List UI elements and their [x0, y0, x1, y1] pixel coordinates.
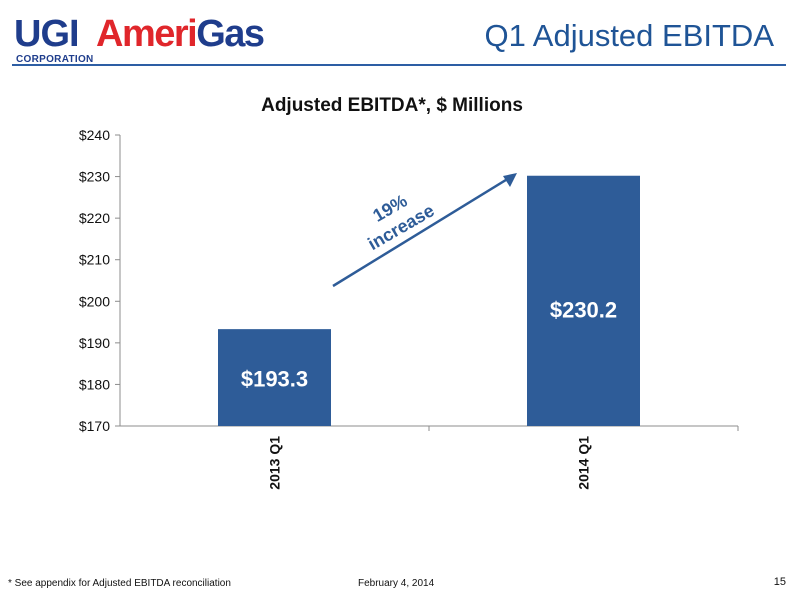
- slide-title: Q1 Adjusted EBITDA: [484, 18, 774, 53]
- increase-annotation: 19% increase: [332, 173, 517, 288]
- title-divider: [12, 64, 786, 66]
- bar-2013-q1: [218, 329, 331, 426]
- presentation-date: February 4, 2014: [358, 578, 435, 589]
- bar-data-label: $193.3: [241, 366, 308, 391]
- footnote: * See appendix for Adjusted EBITDA recon…: [8, 578, 231, 589]
- y-tick-label: $170: [79, 418, 110, 434]
- x-tick-label: 2013 Q1: [267, 436, 283, 490]
- bars: $193.3 $230.2: [218, 175, 640, 426]
- y-tick-label: $230: [79, 169, 110, 185]
- y-tick-label: $240: [79, 127, 110, 143]
- x-tick-label: 2014 Q1: [576, 436, 592, 490]
- y-tick-label: $180: [79, 376, 110, 392]
- y-tick-label: $190: [79, 335, 110, 351]
- chart-title: Adjusted EBITDA*, $ Millions: [261, 95, 523, 116]
- y-tick-label: $220: [79, 210, 110, 226]
- logo-amerigas-text: AmeriGas: [96, 13, 265, 55]
- y-tick-label: $200: [79, 293, 110, 309]
- bar-data-label: $230.2: [550, 297, 617, 322]
- y-tick-label: $210: [79, 252, 110, 268]
- ebitda-bar-chart: Adjusted EBITDA*, $ Millions $170 $180 $19…: [79, 95, 739, 490]
- logo-ameri-part: Ameri: [96, 13, 198, 55]
- page-number: 15: [773, 576, 786, 588]
- logo-ugi-text: UGI: [14, 13, 80, 55]
- logo-corporation-text: CORPORATION: [16, 54, 94, 65]
- x-axis: 2013 Q1 2014 Q1: [267, 426, 739, 490]
- ugi-amerigas-logo: UGI CORPORATION AmeriGas: [14, 12, 304, 68]
- increase-arrow-head: [503, 173, 517, 187]
- logo-gas-part: Gas: [196, 13, 265, 55]
- increase-arrow: [332, 173, 515, 288]
- bar-2014-q1: [527, 175, 640, 426]
